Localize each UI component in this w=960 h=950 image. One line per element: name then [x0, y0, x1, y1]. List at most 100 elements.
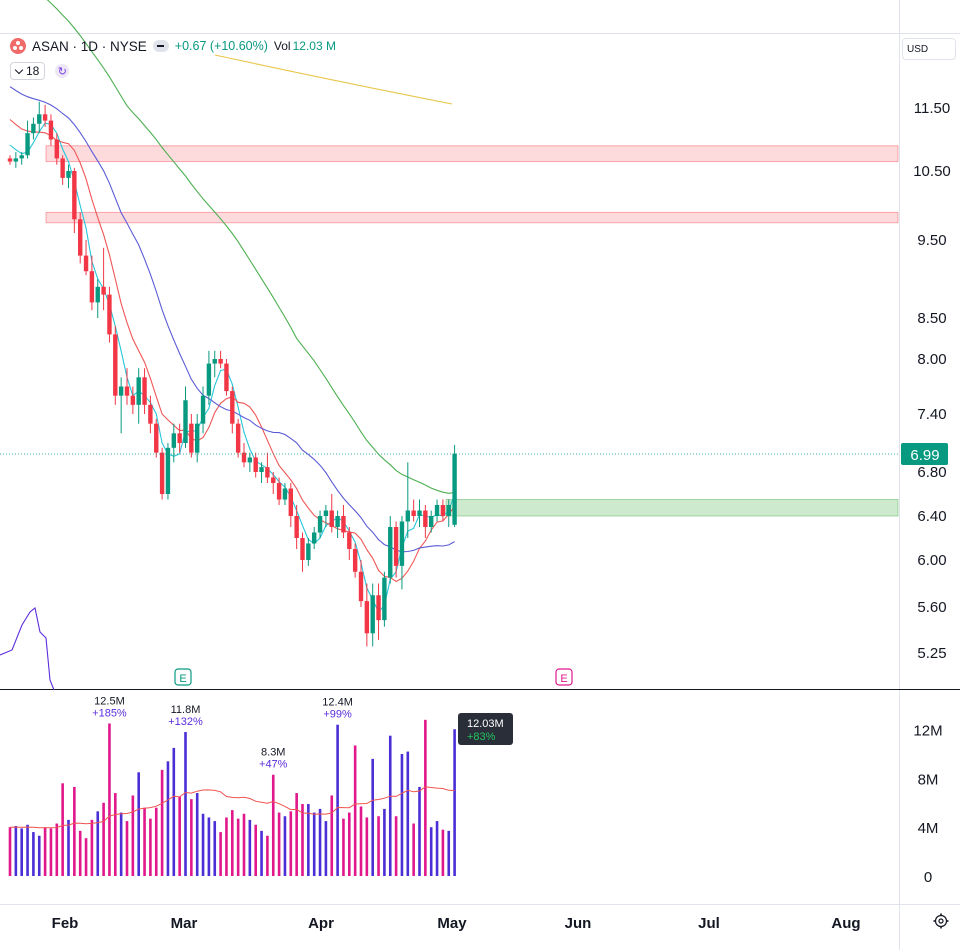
candle-body — [271, 477, 276, 483]
candle-body — [224, 363, 229, 392]
candle-body — [31, 123, 36, 134]
volume-bar — [231, 810, 234, 876]
volume-bar — [195, 793, 199, 876]
candle — [19, 152, 24, 165]
volume-bar — [330, 795, 334, 876]
candle-body — [417, 510, 422, 516]
candle — [288, 483, 293, 527]
volume-bar — [8, 827, 12, 876]
indicator-dropdown[interactable]: 18 — [10, 62, 46, 80]
candle-body — [89, 271, 95, 303]
gear-icon[interactable] — [932, 912, 950, 930]
volume-label-box — [458, 713, 513, 745]
candle — [382, 571, 387, 627]
volume-bar — [359, 806, 363, 876]
candle-body — [7, 158, 13, 162]
currency-selector[interactable]: USD — [902, 38, 956, 60]
candle-body — [165, 447, 171, 494]
candle-body — [148, 404, 153, 424]
volume-bar — [301, 804, 304, 876]
candle-body — [399, 521, 405, 566]
candle — [206, 350, 212, 405]
volume-bar — [14, 825, 18, 876]
ma-long-line — [46, 0, 455, 494]
volume-tick-label: 4M — [918, 820, 939, 837]
price-tick-label: 9.50 — [917, 232, 946, 249]
candle — [393, 521, 399, 578]
candle-body — [288, 488, 293, 516]
candle — [154, 418, 159, 458]
volume-bar — [143, 807, 146, 876]
volume-bar — [67, 819, 70, 876]
candle — [434, 499, 440, 522]
candle — [399, 516, 405, 590]
candle — [66, 164, 71, 189]
volume-bar — [365, 817, 369, 876]
volume-bar — [108, 723, 111, 876]
candle-body — [83, 255, 89, 272]
candle-body — [154, 423, 159, 453]
candle — [54, 133, 59, 165]
candle-body — [434, 505, 440, 516]
candle — [253, 452, 258, 478]
candle-body — [183, 400, 188, 443]
volume-ma-line — [9, 786, 455, 829]
candle — [7, 155, 13, 165]
volume-bar — [172, 747, 176, 876]
volume-bar — [149, 818, 152, 876]
volume-bar — [307, 804, 310, 876]
volume-annotation-value: 11.8M — [171, 704, 201, 716]
volume-bar — [61, 783, 64, 876]
volume-annotation-change: +185% — [92, 708, 127, 720]
volume-bar — [102, 802, 105, 876]
time-tick-label: May — [437, 915, 467, 932]
candle-body — [124, 386, 130, 396]
candle-body — [388, 527, 393, 578]
volume-bar — [377, 816, 380, 876]
candle — [142, 368, 147, 414]
candle — [323, 505, 329, 527]
volume-tick-label: 8M — [918, 771, 939, 788]
volume-bar — [90, 819, 94, 876]
volume-bar — [213, 821, 217, 876]
volume-tick-label: 0 — [924, 869, 932, 886]
earnings-event-icon — [174, 668, 192, 686]
symbol-line[interactable]: ASAN · 1D · NYSE — [32, 38, 147, 54]
candle — [282, 483, 288, 505]
volume-bar — [55, 823, 59, 876]
candle-body — [405, 510, 410, 522]
volume-bar — [353, 745, 357, 876]
refresh-icon[interactable]: ↻ — [55, 64, 70, 78]
minus-icon[interactable] — [152, 40, 169, 52]
candle-body — [136, 377, 141, 405]
price-label-box — [901, 443, 948, 465]
candle — [113, 326, 118, 405]
volume-bar — [447, 830, 451, 876]
candle-body — [13, 158, 19, 162]
volume-bar — [166, 761, 170, 876]
candle — [218, 350, 223, 369]
candle — [13, 152, 19, 168]
volume-bar — [78, 830, 82, 876]
volume-bar — [114, 793, 117, 876]
candle — [341, 505, 346, 538]
volume-annotation-change: +99% — [323, 709, 352, 721]
volume-bar — [394, 816, 398, 876]
volume-bar — [236, 818, 240, 876]
volume-tick-label: 12M — [913, 723, 942, 740]
volume-bar — [418, 786, 421, 876]
candle — [95, 279, 100, 318]
candle-body — [241, 452, 247, 463]
candle — [25, 120, 30, 159]
price-tick-label: 6.80 — [917, 464, 946, 481]
candle — [388, 516, 393, 584]
candle-body — [130, 395, 136, 405]
candle-body — [423, 510, 428, 527]
candle-body — [306, 543, 311, 560]
volume-bar — [453, 729, 456, 876]
volume-bar — [254, 824, 257, 876]
time-tick-label: Jul — [698, 915, 720, 932]
volume-bar — [441, 829, 445, 876]
candle-body — [312, 532, 317, 544]
